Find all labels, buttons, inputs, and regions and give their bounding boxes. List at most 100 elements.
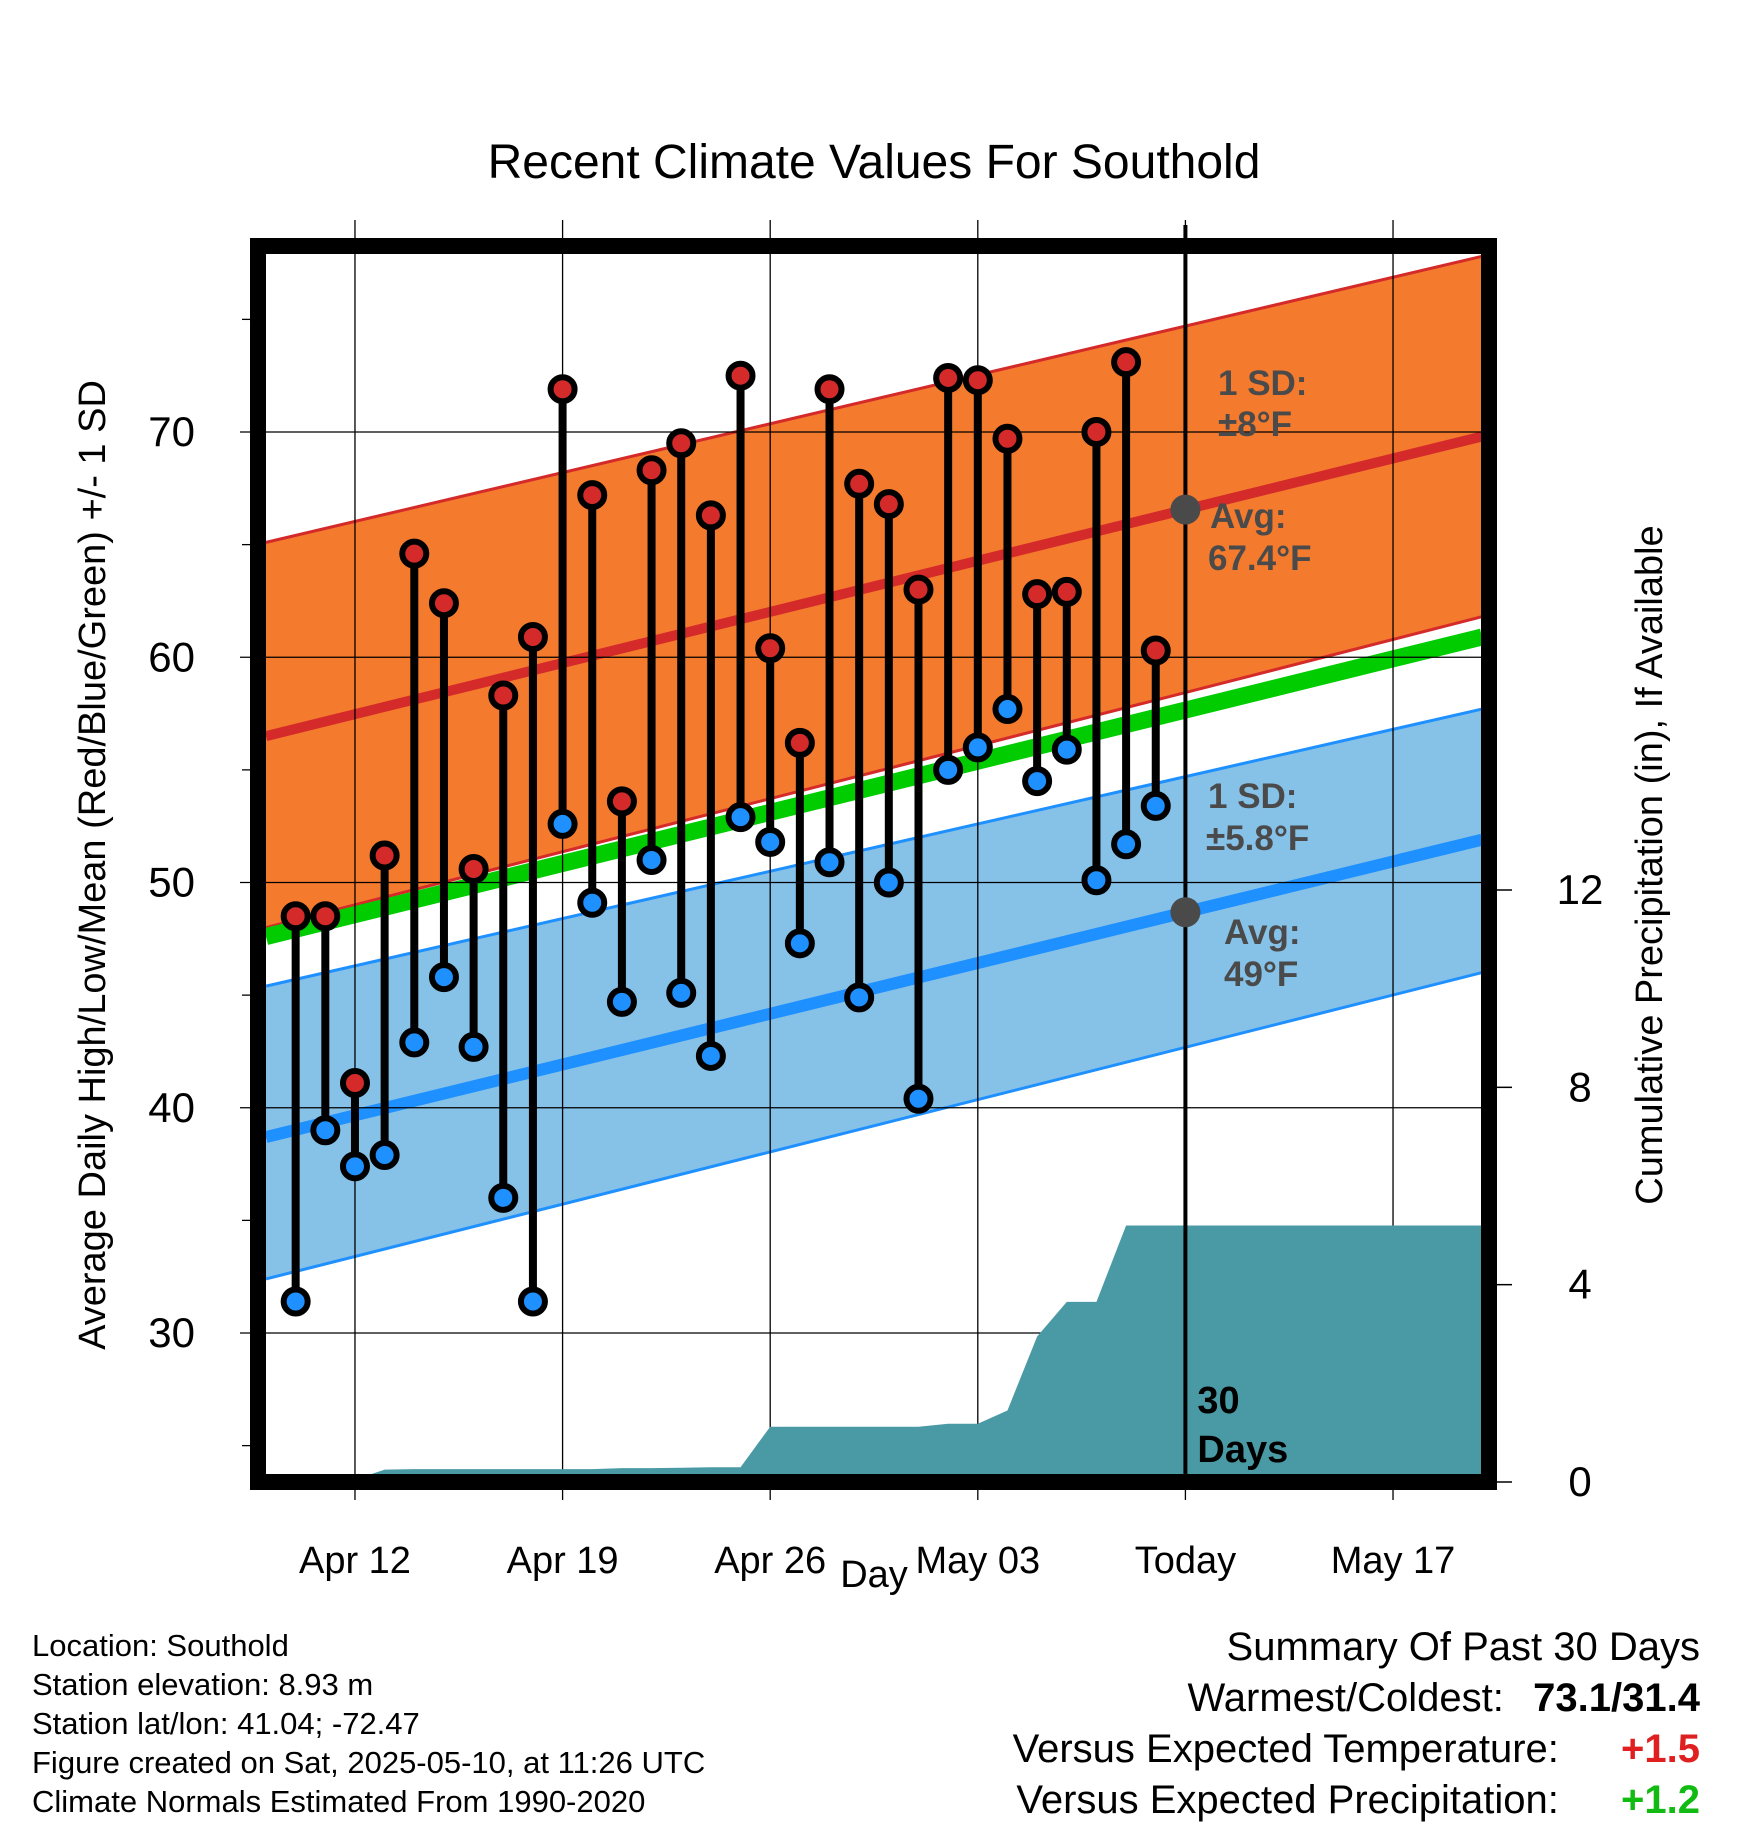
warmest-value: 73.1/31.4 bbox=[1533, 1676, 1700, 1720]
high-point bbox=[1140, 635, 1171, 666]
high-avg-marker bbox=[1170, 494, 1201, 525]
warmest-label: Warmest/Coldest: bbox=[1187, 1676, 1504, 1720]
high-point bbox=[873, 489, 904, 520]
high-point bbox=[814, 374, 845, 405]
low-sd-band-lower-edge bbox=[265, 971, 1483, 1281]
low-point bbox=[992, 694, 1023, 725]
high-point bbox=[606, 786, 637, 817]
y2-tick-label: 0 bbox=[1568, 1458, 1591, 1505]
high-point bbox=[458, 853, 489, 884]
y-tick-label: 40 bbox=[148, 1084, 195, 1131]
latlon-text: Station lat/lon: 41.04; -72.47 bbox=[32, 1706, 420, 1741]
x-axis-label: Day bbox=[840, 1554, 908, 1596]
low-point bbox=[1140, 790, 1171, 821]
high-sd-value: ±8°F bbox=[1218, 405, 1292, 444]
high-point bbox=[755, 633, 786, 664]
high-avg-label: Avg: bbox=[1210, 497, 1286, 536]
normals-text: Climate Normals Estimated From 1990-2020 bbox=[32, 1784, 646, 1819]
low-sd-label: 1 SD: bbox=[1208, 777, 1297, 816]
precip-value: +1.2 bbox=[1621, 1778, 1700, 1822]
y-tick-label: 30 bbox=[148, 1309, 195, 1356]
low-point bbox=[488, 1182, 519, 1213]
high-point bbox=[1051, 576, 1082, 607]
low-point bbox=[666, 977, 697, 1008]
low-point bbox=[280, 1286, 311, 1317]
high-point bbox=[428, 588, 459, 619]
low-point bbox=[458, 1031, 489, 1062]
low-point bbox=[873, 867, 904, 898]
low-point bbox=[577, 887, 608, 918]
high-sd-band bbox=[266, 256, 1482, 928]
x-tick-label: Today bbox=[1135, 1540, 1236, 1582]
plot-frame bbox=[250, 238, 1497, 1490]
low-point bbox=[428, 962, 459, 993]
high-sd-band-upper-edge bbox=[265, 254, 1483, 544]
high-point bbox=[517, 621, 548, 652]
high-point bbox=[339, 1067, 370, 1098]
low-avg-marker bbox=[1170, 897, 1201, 928]
high-point bbox=[903, 574, 934, 605]
low-point bbox=[903, 1083, 934, 1114]
high-point bbox=[1081, 417, 1112, 447]
low-point bbox=[636, 844, 667, 875]
station-info: Location: Southold Station elevation: 8.… bbox=[32, 1626, 705, 1821]
high-sd-label: 1 SD: bbox=[1218, 364, 1307, 403]
low-point bbox=[339, 1151, 370, 1182]
low-point bbox=[695, 1040, 726, 1071]
low-point bbox=[517, 1286, 548, 1317]
high-point bbox=[933, 362, 964, 393]
y-axis-label: Average Daily High/Low/Mean (Red/Blue/Gr… bbox=[72, 380, 114, 1350]
low-normal-line bbox=[264, 833, 1484, 1143]
low-point bbox=[547, 808, 578, 839]
x-tick-label: May 03 bbox=[915, 1540, 1040, 1582]
low-sd-value: ±5.8°F bbox=[1206, 819, 1309, 858]
low-point bbox=[814, 847, 845, 878]
high-point bbox=[399, 538, 430, 569]
chart-title: Recent Climate Values For Southold bbox=[488, 136, 1261, 189]
low-point bbox=[606, 986, 637, 1017]
low-point bbox=[369, 1140, 400, 1171]
high-point bbox=[488, 680, 519, 711]
low-sd-band-upper-edge bbox=[265, 707, 1483, 988]
high-point bbox=[369, 840, 400, 871]
summary-precip-row: Versus Expected Precipitation: +1.2 bbox=[1013, 1775, 1700, 1826]
summary-warmest-row: Warmest/Coldest: 73.1/31.4 bbox=[1013, 1673, 1701, 1724]
high-point bbox=[280, 901, 311, 932]
low-point bbox=[784, 928, 815, 959]
high-point bbox=[784, 727, 815, 758]
y-tick-label: 50 bbox=[148, 859, 195, 906]
high-point bbox=[547, 374, 578, 405]
summary-temp-row: Versus Expected Temperature: +1.5 bbox=[1013, 1724, 1700, 1775]
summary-panel: Summary Of Past 30 Days Warmest/Coldest:… bbox=[1013, 1622, 1700, 1826]
y2-axis-label: Cumulative Precipitation (in), If Availa… bbox=[1629, 525, 1671, 1204]
elevation-text: Station elevation: 8.93 m bbox=[32, 1667, 374, 1702]
high-point bbox=[844, 468, 875, 499]
days-label: 30 bbox=[1197, 1380, 1239, 1422]
y-tick-label: 70 bbox=[148, 408, 195, 455]
y2-tick-label: 8 bbox=[1568, 1063, 1591, 1110]
high-normal-line bbox=[264, 431, 1484, 741]
summary-title: Summary Of Past 30 Days bbox=[1226, 1625, 1700, 1669]
high-point bbox=[695, 500, 726, 531]
x-tick-label: Apr 26 bbox=[714, 1540, 826, 1582]
x-tick-label: Apr 12 bbox=[299, 1540, 411, 1582]
created-text: Figure created on Sat, 2025-05-10, at 11… bbox=[32, 1745, 706, 1780]
high-point bbox=[992, 423, 1023, 454]
precip-label: Versus Expected Precipitation: bbox=[1016, 1778, 1559, 1822]
high-point bbox=[725, 360, 756, 391]
high-point bbox=[962, 365, 993, 396]
y2-tick-label: 12 bbox=[1557, 866, 1604, 913]
location-text: Location: Southold bbox=[32, 1628, 289, 1663]
high-point bbox=[310, 901, 341, 932]
x-tick-label: May 17 bbox=[1331, 1540, 1456, 1582]
high-point bbox=[1111, 347, 1142, 378]
low-point bbox=[933, 754, 964, 785]
high-point bbox=[1022, 579, 1053, 610]
high-avg-value: 67.4°F bbox=[1208, 539, 1312, 578]
low-point bbox=[755, 826, 786, 857]
low-point bbox=[1111, 829, 1142, 860]
low-avg-label: Avg: bbox=[1224, 913, 1300, 952]
low-point bbox=[1051, 734, 1082, 765]
low-point bbox=[399, 1027, 430, 1058]
low-point bbox=[962, 732, 993, 763]
